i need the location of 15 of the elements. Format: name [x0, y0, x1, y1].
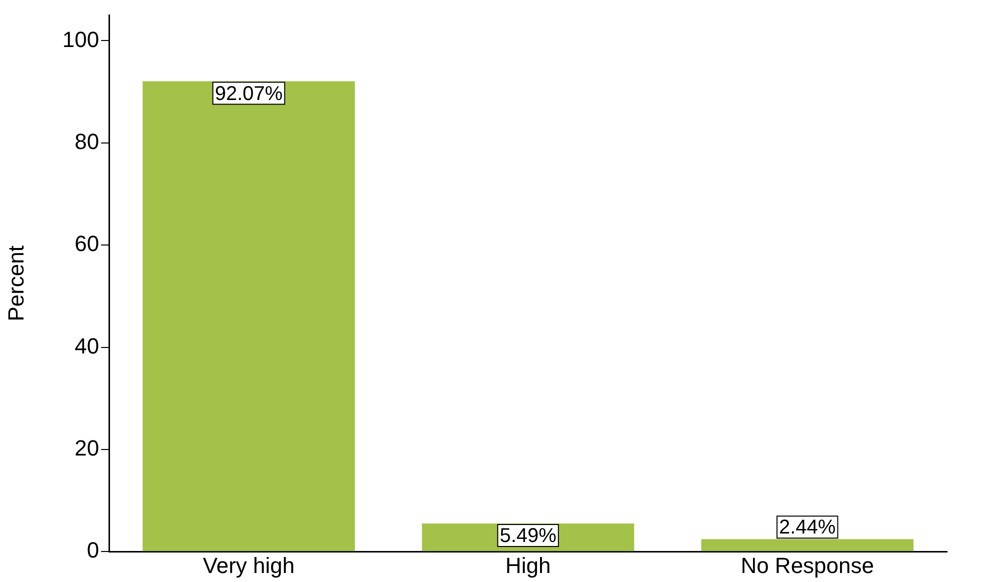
data-label: 2.44% — [778, 516, 836, 539]
x-tick-label: No Response — [740, 552, 874, 578]
y-axis-title: Percent — [3, 245, 28, 322]
y-tick-label: 80 — [74, 128, 100, 154]
data-label: 92.07% — [214, 82, 283, 105]
y-tick-label: 60 — [74, 231, 100, 256]
data-label: 5.49% — [500, 525, 557, 548]
x-tick-label: High — [505, 552, 551, 578]
y-tick-label: 20 — [74, 435, 100, 460]
y-tick-label: 40 — [74, 333, 100, 358]
bar — [701, 539, 914, 552]
y-tick-label: 100 — [62, 26, 100, 52]
x-tick-label: Very high — [202, 552, 295, 578]
y-tick-label: 0 — [86, 538, 100, 563]
bar — [142, 81, 355, 552]
